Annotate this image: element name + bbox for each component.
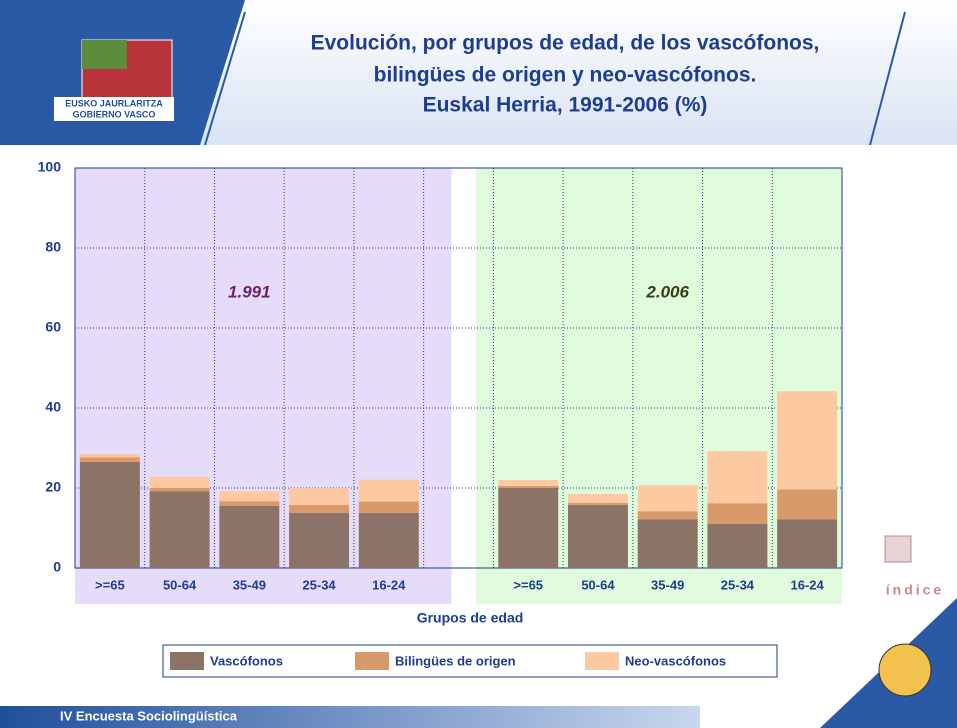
bar-segment — [289, 488, 349, 505]
x-tick-label: 16-24 — [372, 577, 406, 592]
index-label[interactable]: índice — [886, 582, 944, 598]
bar-segment — [219, 506, 279, 568]
plot: 0 20 40 60 80 100 >=65 50-64 35-49 25-34 16-24 >=65… — [38, 159, 842, 604]
y-tick-label: 100 — [38, 159, 62, 175]
slide: EUSKO JAURLARITZA GOBIERNO VASCO Evoluci… — [0, 0, 957, 728]
bar-segment — [219, 491, 279, 501]
bar-segment — [498, 486, 558, 488]
bar-segment — [638, 511, 698, 519]
bar-segment — [150, 477, 210, 488]
x-tick-label: 50-64 — [163, 577, 197, 592]
y-tick-label: 20 — [45, 479, 61, 495]
bar-segment — [568, 505, 628, 568]
chart-title: bilingües de origen y neo-vascófonos. — [374, 64, 757, 87]
y-tick-label: 40 — [45, 399, 61, 415]
bar-segment — [150, 491, 210, 568]
x-tick-label: >=65 — [513, 577, 543, 592]
bar-segment — [359, 502, 419, 513]
bar-segment — [219, 501, 279, 506]
legend-label: Bilingües de origen — [395, 653, 516, 668]
legend-label: Vascófonos — [210, 653, 283, 668]
index-button[interactable] — [885, 536, 911, 562]
x-tick-label: 35-49 — [233, 577, 266, 592]
legend-label: Neo-vascófonos — [625, 653, 726, 668]
bar-segment — [638, 485, 698, 511]
x-tick-label: 16-24 — [791, 577, 825, 592]
bar-segment — [150, 488, 210, 491]
legend-swatch — [585, 652, 619, 670]
annotation: 2.006 — [645, 282, 689, 301]
x-axis-label: Grupos de edad — [417, 610, 524, 626]
bar-segment — [498, 488, 558, 568]
bar-segment — [568, 494, 628, 503]
bar-segment — [359, 513, 419, 568]
y-tick-label: 60 — [45, 319, 61, 335]
x-tick-label: 25-34 — [721, 577, 755, 592]
chart-title: Evolución, por grupos de edad, de los va… — [311, 32, 820, 55]
chart-title: Euskal Herria, 1991-2006 (%) — [423, 94, 708, 117]
bar-segment — [777, 489, 837, 519]
x-tick-label: >=65 — [95, 577, 125, 592]
bar-segment — [707, 503, 767, 524]
legend-items: Vascófonos Bilingües de origen Neo-vascófo… — [170, 652, 726, 670]
y-tick-label: 0 — [53, 559, 61, 575]
logo-shield — [82, 40, 127, 69]
footer-text: IV Encuesta Sociolingüística — [60, 708, 238, 723]
bar-segment — [289, 505, 349, 513]
mascot — [879, 644, 931, 696]
bar-segment — [568, 503, 628, 505]
bar-segment — [777, 391, 837, 489]
logo-text: GOBIERNO VASCO — [73, 109, 156, 119]
x-tick-label: 35-49 — [651, 577, 684, 592]
bar-segment — [80, 454, 140, 457]
x-tick-label: 50-64 — [581, 577, 615, 592]
bar-segment — [80, 462, 140, 568]
bar-segment — [498, 480, 558, 486]
bar-segment — [289, 513, 349, 568]
legend-swatch — [170, 652, 204, 670]
bar-segment — [707, 451, 767, 503]
bar-segment — [638, 519, 698, 568]
bar-segment — [707, 524, 767, 568]
bar-segment — [777, 519, 837, 568]
y-tick-label: 80 — [45, 239, 61, 255]
logo-text: EUSKO JAURLARITZA — [65, 98, 163, 108]
bar-segment — [359, 480, 419, 502]
x-tick-label: 25-34 — [302, 577, 336, 592]
legend-swatch — [355, 652, 389, 670]
annotation: 1.991 — [228, 282, 271, 301]
bar-segment — [80, 457, 140, 462]
